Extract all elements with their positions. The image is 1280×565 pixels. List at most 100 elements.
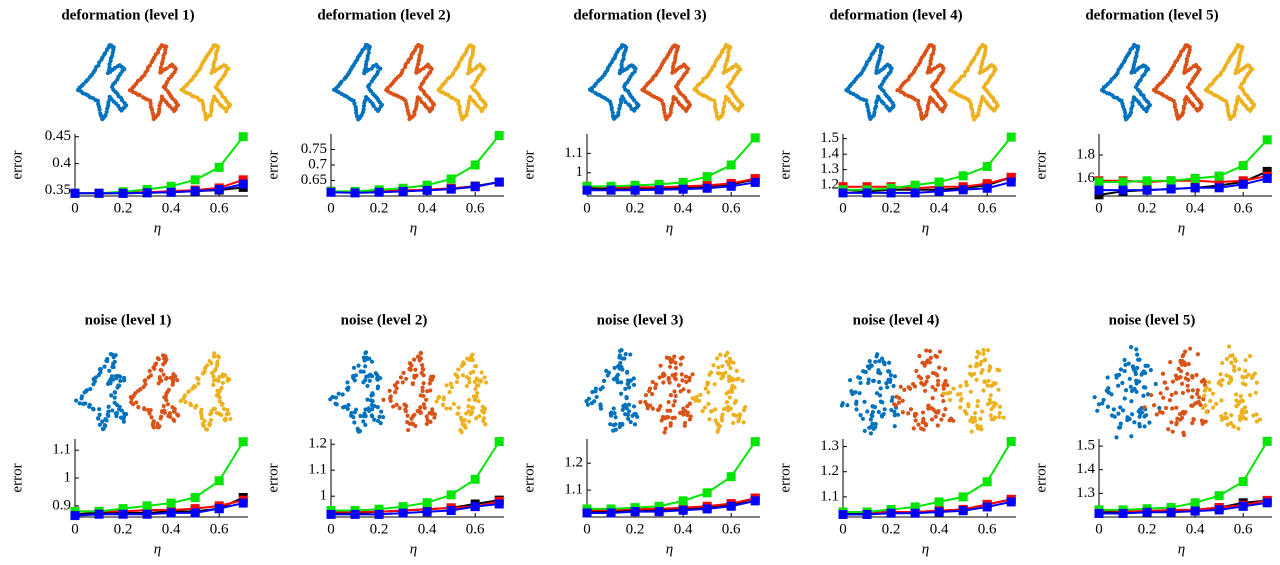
fish-point [1234,392,1238,396]
fish-point [220,403,224,407]
fish-point [114,411,118,415]
fish-point [718,353,722,357]
y-axis-label: error [521,150,537,179]
x-tick-label: 0.6 [1234,200,1253,216]
fish-point [988,366,992,370]
fish-point [413,368,417,372]
fish-point [992,417,996,421]
fish-point [1135,381,1139,385]
fish-point [951,419,955,423]
fish-point [711,363,715,367]
fish [1152,43,1204,121]
y-axis-label: error [265,150,281,179]
fish-point [364,350,368,354]
marker [863,510,872,519]
fish-point [104,418,108,422]
fish-point [444,406,448,410]
fish-point [217,375,221,379]
x-tick-label: 0.6 [978,200,997,216]
fish-point [362,414,366,418]
fish-point [1122,358,1126,362]
x-tick-label: 0.2 [1138,200,1157,216]
marker [447,174,456,183]
fish-point [1194,373,1198,377]
fish-point [370,413,374,417]
x-axis-label: η [410,220,417,236]
fish-point [1251,413,1255,417]
fish-point [183,393,187,397]
fish-point [617,366,621,370]
x-tick-label: 0.4 [418,200,437,216]
fish-point [870,414,874,418]
fish-point [1233,357,1237,361]
fish-point [948,398,952,402]
marker [239,180,248,189]
fish [435,353,489,435]
fish-point [845,403,849,407]
fish-point [1196,400,1200,404]
fish-point [143,382,147,386]
fish-point [856,375,860,379]
fish-point [1132,420,1136,424]
fish-point [1224,373,1228,377]
fish-point [483,422,487,426]
fish-point [917,374,921,378]
fish-point [192,384,196,388]
fish-point [428,381,432,385]
fish-point [911,382,915,386]
fish-point [159,379,163,383]
x-tick-label: 0 [71,200,79,216]
fish-point [1164,406,1168,410]
marker [1191,174,1200,183]
y-tick-label: 1.1 [52,442,71,458]
fish-point [1232,364,1236,368]
fish-point [741,379,745,383]
fish-point [958,405,962,409]
marker [863,188,872,197]
fish-point [361,419,365,423]
fish-point [228,417,232,421]
fish-point [129,400,133,404]
fish-point [622,356,626,360]
fish-point [869,431,873,435]
fish-point [1147,420,1151,424]
fish-point [684,380,688,384]
fish-point [1134,372,1138,376]
fish-point [665,415,669,419]
fish-point [598,387,602,391]
fish-point [205,427,209,431]
fish-point [1093,395,1097,399]
marker [71,189,80,198]
fish-point [1225,423,1229,427]
fish-point [887,361,891,365]
fish-point [333,402,337,406]
fish-point [341,405,345,409]
fish-point [456,367,460,371]
marker [1263,135,1272,144]
fish-point [725,400,729,404]
fish-point [1236,427,1240,431]
fish-point [74,398,78,402]
fish-point [612,406,616,410]
fish-point [160,62,164,66]
fish-point [143,378,147,382]
marker [215,163,224,172]
fish-point [1137,422,1141,426]
x-tick-label: 0.2 [114,200,133,216]
fish [690,351,747,434]
fish-point [735,369,739,373]
fish-point [467,380,471,384]
fish-point [418,411,422,415]
fish-point [619,392,623,396]
fish-point [997,368,1001,372]
fish-point [854,400,858,404]
fish-point [1208,388,1212,392]
fish-point [882,362,886,366]
fish-point [975,404,979,408]
fish-point [729,387,733,391]
fish-point [1119,367,1123,371]
fish-point [1254,391,1258,395]
x-tick-label: 0.4 [674,200,693,216]
fish-point [1175,421,1179,425]
fish-point [931,408,935,412]
